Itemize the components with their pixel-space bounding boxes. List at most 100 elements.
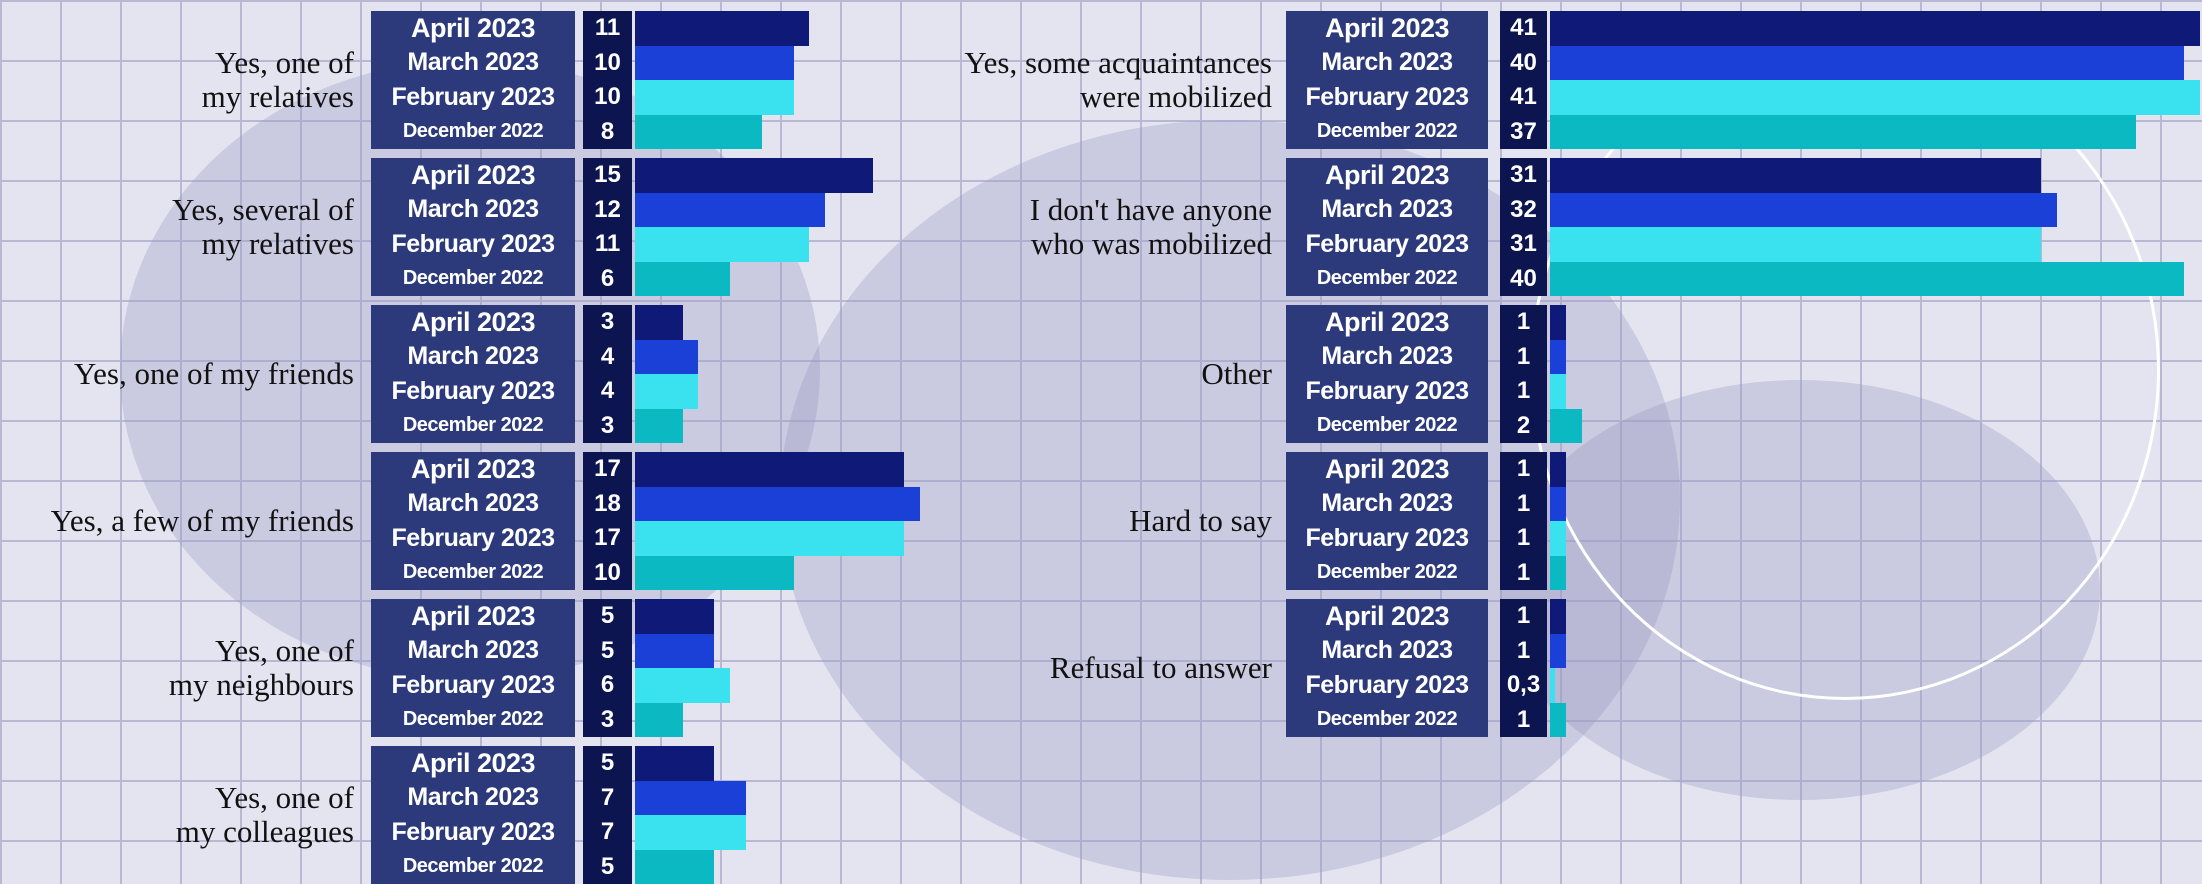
value-label: 10 xyxy=(583,556,632,591)
value-label: 6 xyxy=(583,262,632,297)
value-label: 1 xyxy=(1500,374,1547,409)
category-label: Yes, a few of my friends xyxy=(0,452,354,590)
bar xyxy=(1550,668,1555,703)
value-label: 1 xyxy=(1500,556,1547,591)
value-label: 32 xyxy=(1500,193,1547,228)
series-name: December 2022 xyxy=(1286,262,1488,297)
value-label: 1 xyxy=(1500,452,1547,487)
bar xyxy=(1550,487,1566,522)
bar xyxy=(635,80,794,115)
value-label: 11 xyxy=(583,227,632,262)
value-label: 6 xyxy=(583,668,632,703)
category-label: Yes, one of my colleagues xyxy=(0,746,354,884)
value-label: 8 xyxy=(583,115,632,150)
series-name: March 2023 xyxy=(1286,634,1488,669)
bar xyxy=(1550,115,2136,150)
category-label: Yes, several of my relatives xyxy=(0,158,354,296)
value-label: 1 xyxy=(1500,599,1547,634)
value-label: 7 xyxy=(583,781,632,816)
series-name: February 2023 xyxy=(371,374,575,409)
value-label: 5 xyxy=(583,599,632,634)
series-name: February 2023 xyxy=(1286,80,1488,115)
bar xyxy=(1550,452,1566,487)
series-name: March 2023 xyxy=(1286,487,1488,522)
series-name: March 2023 xyxy=(371,487,575,522)
bar xyxy=(635,634,714,669)
bar xyxy=(1550,634,1566,669)
bar xyxy=(635,746,714,781)
value-label: 11 xyxy=(583,11,632,46)
series-name: February 2023 xyxy=(1286,521,1488,556)
value-label: 37 xyxy=(1500,115,1547,150)
value-label: 3 xyxy=(583,409,632,444)
value-label: 1 xyxy=(1500,487,1547,522)
bar xyxy=(635,599,714,634)
bar xyxy=(635,46,794,81)
series-name: February 2023 xyxy=(371,815,575,850)
series-name: March 2023 xyxy=(1286,340,1488,375)
value-label: 10 xyxy=(583,46,632,81)
series-name: April 2023 xyxy=(371,746,575,781)
bar xyxy=(635,193,825,228)
value-label: 1 xyxy=(1500,521,1547,556)
bar xyxy=(635,815,746,850)
category-label: Yes, one of my friends xyxy=(0,305,354,443)
series-name: December 2022 xyxy=(371,409,575,444)
category-label: Yes, some acquaintances were mobilized xyxy=(800,11,1272,149)
series-name: February 2023 xyxy=(1286,227,1488,262)
series-name: December 2022 xyxy=(371,703,575,738)
series-name: December 2022 xyxy=(371,556,575,591)
series-name: March 2023 xyxy=(371,193,575,228)
bar xyxy=(1550,521,1566,556)
series-name: February 2023 xyxy=(371,521,575,556)
value-label: 15 xyxy=(583,158,632,193)
category-label: Refusal to answer xyxy=(800,599,1272,737)
series-name: April 2023 xyxy=(371,599,575,634)
value-label: 31 xyxy=(1500,227,1547,262)
value-label: 2 xyxy=(1500,409,1547,444)
bar xyxy=(635,115,762,150)
value-label: 1 xyxy=(1500,634,1547,669)
value-label: 3 xyxy=(583,305,632,340)
series-name: February 2023 xyxy=(371,227,575,262)
value-label: 41 xyxy=(1500,11,1547,46)
bar xyxy=(635,850,714,884)
series-name: February 2023 xyxy=(371,80,575,115)
bar xyxy=(1550,46,2184,81)
bar xyxy=(635,668,730,703)
series-name: April 2023 xyxy=(1286,599,1488,634)
bar xyxy=(635,340,698,375)
bar xyxy=(635,409,683,444)
series-name: February 2023 xyxy=(371,668,575,703)
bar xyxy=(1550,556,1566,591)
value-label: 4 xyxy=(583,340,632,375)
category-label: Yes, one of my neighbours xyxy=(0,599,354,737)
bar xyxy=(635,556,794,591)
series-name: February 2023 xyxy=(1286,374,1488,409)
value-label: 40 xyxy=(1500,46,1547,81)
series-name: December 2022 xyxy=(371,262,575,297)
value-label: 1 xyxy=(1500,703,1547,738)
series-name: April 2023 xyxy=(371,452,575,487)
series-name: March 2023 xyxy=(1286,46,1488,81)
value-label: 5 xyxy=(583,634,632,669)
series-name: December 2022 xyxy=(371,850,575,884)
series-name: April 2023 xyxy=(371,158,575,193)
bar xyxy=(635,262,730,297)
series-name: March 2023 xyxy=(371,781,575,816)
series-name: April 2023 xyxy=(371,305,575,340)
value-label: 5 xyxy=(583,850,632,884)
bar xyxy=(1550,409,1582,444)
series-name: April 2023 xyxy=(371,11,575,46)
value-label: 17 xyxy=(583,452,632,487)
bar xyxy=(1550,703,1566,738)
value-label: 10 xyxy=(583,80,632,115)
value-label: 18 xyxy=(583,487,632,522)
value-label: 0,3 xyxy=(1500,668,1547,703)
bar xyxy=(635,11,809,46)
value-label: 17 xyxy=(583,521,632,556)
bar xyxy=(635,305,683,340)
bar xyxy=(635,703,683,738)
bar xyxy=(635,374,698,409)
value-label: 3 xyxy=(583,703,632,738)
